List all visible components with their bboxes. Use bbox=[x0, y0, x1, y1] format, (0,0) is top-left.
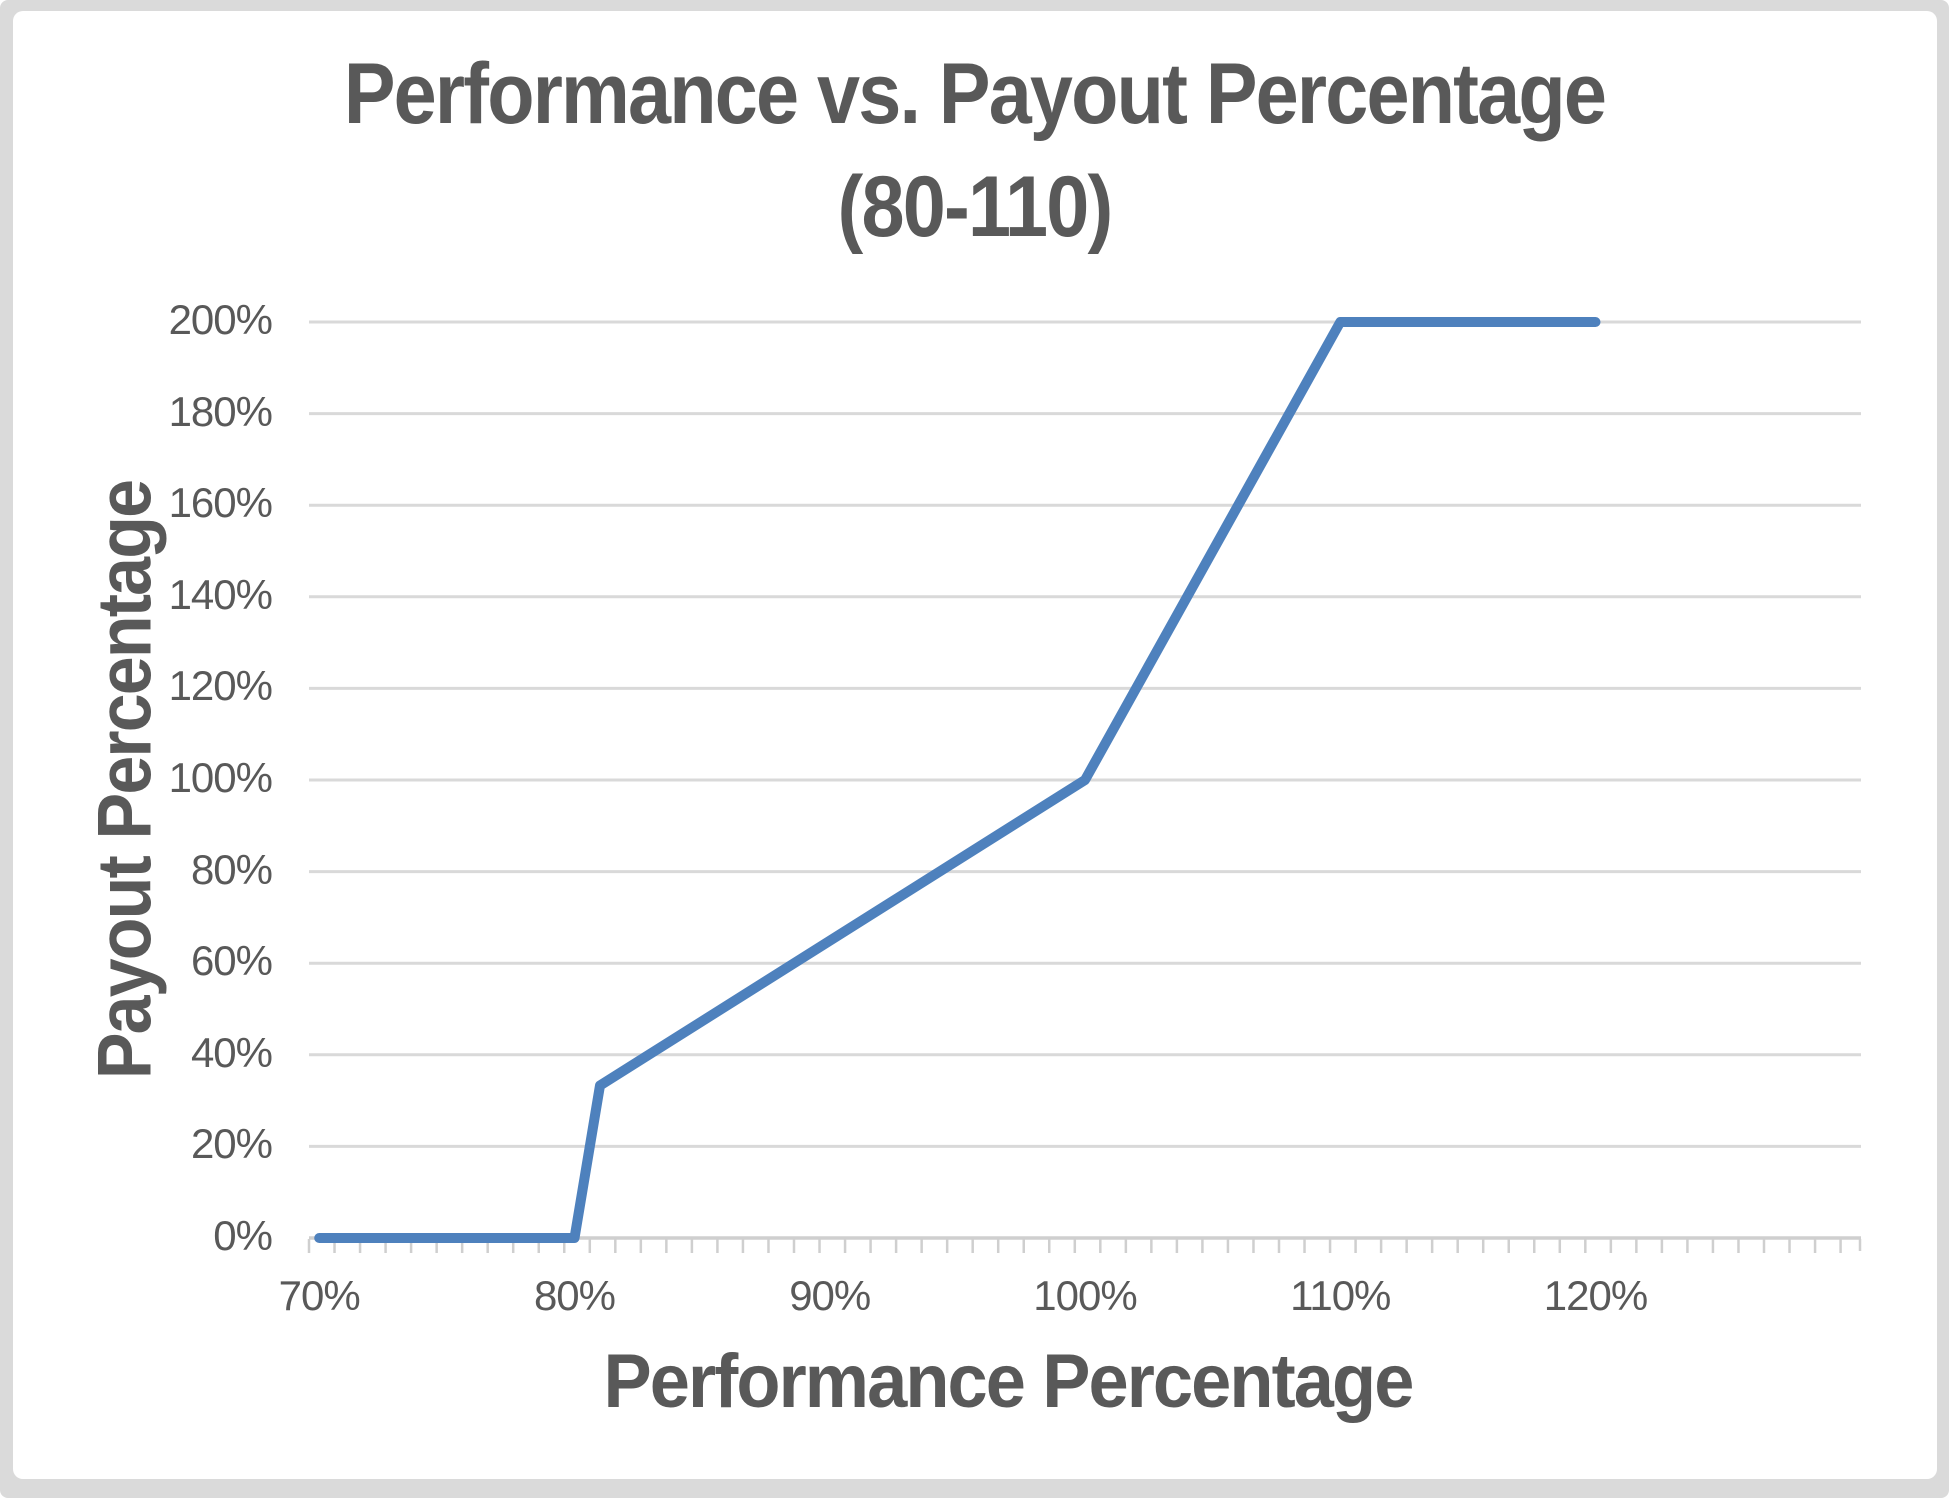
y-axis-title: Payout Percentage bbox=[82, 480, 168, 1080]
chart-title: Performance vs. Payout Percentage (80-11… bbox=[97, 38, 1851, 264]
y-axis-tick-label: 160% bbox=[168, 479, 273, 527]
y-axis-tick-label: 120% bbox=[168, 662, 273, 710]
y-axis-tick-label: 20% bbox=[190, 1120, 273, 1168]
y-axis-tick-label: 180% bbox=[168, 387, 273, 435]
chart-title-line1: Performance vs. Payout Percentage bbox=[343, 46, 1607, 142]
y-axis-tick-label: 140% bbox=[168, 570, 273, 618]
y-axis-tick-label: 40% bbox=[190, 1028, 273, 1076]
y-axis-tick-label: 80% bbox=[190, 845, 273, 893]
y-axis-tick-label: 0% bbox=[213, 1212, 273, 1260]
x-axis-tick-label: 120% bbox=[1543, 1272, 1648, 1319]
x-axis-tick-label: 110% bbox=[1290, 1272, 1391, 1319]
x-axis-tick-label: 100% bbox=[1033, 1272, 1137, 1319]
x-axis-tick-label: 70% bbox=[278, 1272, 361, 1319]
x-axis-tick-label: 80% bbox=[533, 1272, 616, 1319]
payout-line bbox=[314, 317, 1601, 1243]
x-axis-tick-label: 90% bbox=[789, 1272, 871, 1319]
chart-title-line2: (80-110) bbox=[837, 159, 1114, 255]
y-axis-tick-label: 200% bbox=[168, 296, 273, 344]
y-axis-tick-label: 60% bbox=[190, 937, 273, 985]
x-axis-title: Performance Percentage bbox=[603, 1339, 1415, 1424]
y-axis-tick-label: 100% bbox=[168, 754, 273, 802]
